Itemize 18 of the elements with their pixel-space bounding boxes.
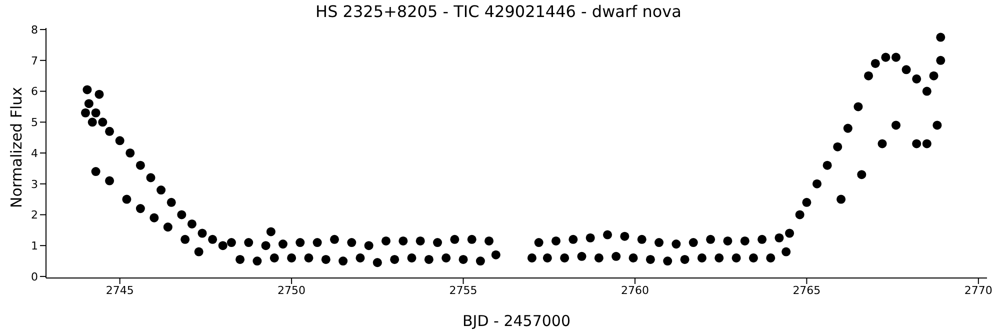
y-tick-label: 8 [31, 23, 38, 36]
x-axis-title: BJD - 2457000 [462, 312, 571, 330]
x-tick-label: 2770 [964, 284, 992, 297]
y-axis-title: Normalized Flux [7, 86, 26, 208]
y-tick-label: 0 [31, 270, 38, 284]
y-tick-label: 6 [31, 85, 38, 98]
x-tick-label: 2755 [449, 284, 478, 297]
x-tick-label: 2760 [620, 284, 649, 297]
y-tick-label: 4 [31, 146, 38, 160]
y-tick-label: 3 [31, 178, 38, 191]
y-tick-label: 5 [31, 116, 38, 130]
x-tick-label: 2745 [106, 284, 134, 297]
y-tick-label: 2 [31, 208, 38, 222]
y-tick-label: 1 [31, 240, 38, 252]
chart-title: HS 2325+8205 - TIC 429021446 - dwarf nova [314, 2, 682, 21]
y-tick-label: 7 [31, 54, 38, 68]
x-tick-label: 2750 [278, 284, 306, 297]
x-tick-label: 2765 [792, 284, 821, 297]
